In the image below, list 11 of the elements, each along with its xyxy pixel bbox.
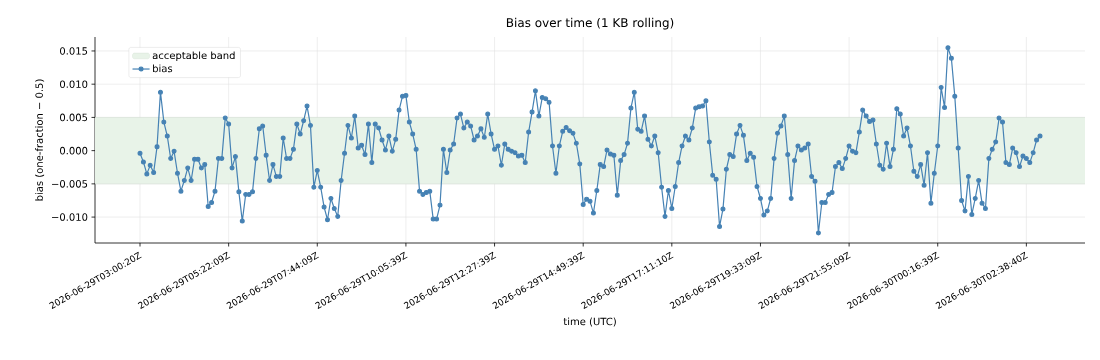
y-tick-label: −0.005 bbox=[52, 180, 88, 188]
x-axis-title: time (UTC) bbox=[563, 317, 616, 327]
chart-title: Bias over time (1 KB rolling) bbox=[506, 17, 674, 30]
legend-label: bias bbox=[153, 64, 173, 73]
y-tick-label: 0.000 bbox=[60, 146, 88, 155]
y-axis-title: bias (one-fraction − 0.5) bbox=[35, 79, 45, 201]
y-tick-label: 0.015 bbox=[60, 47, 88, 55]
y-tick-label: 0.010 bbox=[60, 80, 88, 88]
legend-label: acceptable band bbox=[152, 51, 235, 62]
y-tick-label: −0.010 bbox=[52, 213, 88, 221]
y-tick-label: 0.005 bbox=[60, 113, 88, 122]
